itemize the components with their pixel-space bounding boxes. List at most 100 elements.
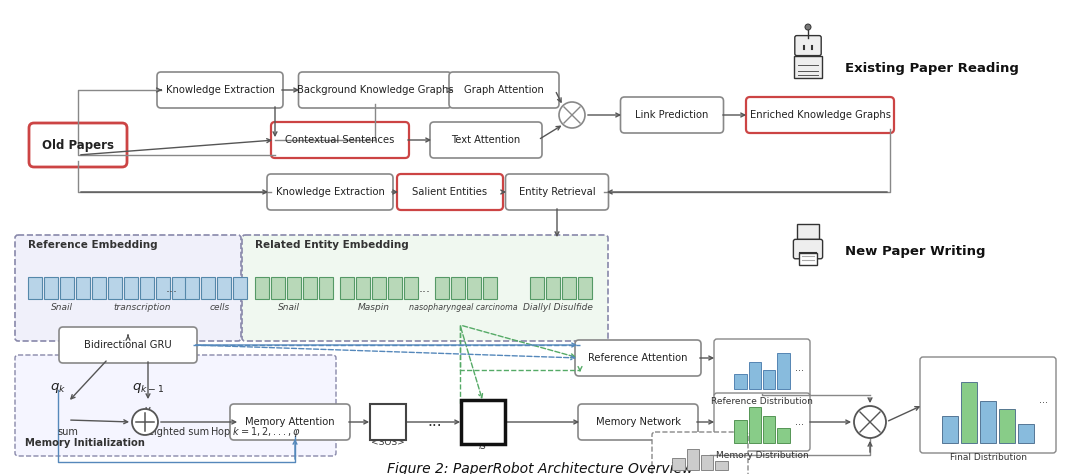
Text: Maspin: Maspin — [357, 303, 390, 312]
Text: Snail: Snail — [278, 303, 300, 312]
Text: Memory Network: Memory Network — [595, 417, 680, 427]
FancyBboxPatch shape — [621, 97, 724, 133]
Bar — [201, 277, 215, 299]
Text: Final Distribution: Final Distribution — [949, 453, 1026, 462]
Text: Memory Initialization: Memory Initialization — [25, 438, 145, 448]
Bar — [762, 370, 775, 389]
FancyBboxPatch shape — [430, 122, 542, 158]
Bar — [778, 428, 789, 443]
FancyBboxPatch shape — [578, 404, 698, 440]
Bar — [701, 455, 714, 470]
Bar — [734, 420, 746, 443]
Text: transcription: transcription — [113, 303, 171, 312]
Bar — [140, 277, 154, 299]
Bar — [530, 277, 544, 299]
FancyBboxPatch shape — [575, 340, 701, 376]
FancyBboxPatch shape — [59, 327, 197, 363]
Circle shape — [805, 24, 811, 30]
Text: Text Attention: Text Attention — [451, 135, 521, 145]
Bar — [546, 277, 561, 299]
FancyBboxPatch shape — [15, 235, 241, 341]
Bar — [778, 353, 789, 389]
Text: Enriched Knowledge Graphs: Enriched Knowledge Graphs — [750, 110, 891, 120]
FancyBboxPatch shape — [461, 400, 505, 444]
FancyBboxPatch shape — [714, 339, 810, 397]
FancyBboxPatch shape — [29, 123, 127, 167]
Bar — [185, 277, 199, 299]
Text: Memory Distribution: Memory Distribution — [716, 451, 808, 460]
FancyBboxPatch shape — [714, 393, 810, 451]
Text: Graph Attention: Graph Attention — [464, 85, 544, 95]
Bar — [1018, 424, 1034, 443]
FancyBboxPatch shape — [794, 239, 823, 259]
Bar — [271, 277, 285, 299]
Text: Reference Distribution: Reference Distribution — [711, 397, 813, 406]
Bar — [961, 382, 977, 443]
Text: Knowledge Extraction: Knowledge Extraction — [165, 85, 274, 95]
FancyBboxPatch shape — [920, 357, 1056, 453]
Text: $q_k$: $q_k$ — [50, 381, 66, 395]
Bar — [762, 416, 775, 443]
Text: nasopharyngeal carcinoma: nasopharyngeal carcinoma — [408, 303, 517, 312]
Text: cells: cells — [210, 303, 230, 312]
Text: <SOS>: <SOS> — [372, 438, 405, 447]
Text: New Paper Writing: New Paper Writing — [845, 246, 986, 258]
Bar — [942, 416, 958, 443]
Bar — [672, 458, 685, 470]
Bar — [451, 277, 465, 299]
Bar — [319, 277, 333, 299]
Text: Background Knowledge Graphs: Background Knowledge Graphs — [297, 85, 454, 95]
Bar — [124, 277, 138, 299]
Text: Bidirectional GRU: Bidirectional GRU — [84, 340, 172, 350]
Bar — [980, 401, 996, 443]
Bar — [748, 362, 761, 389]
Bar — [76, 277, 90, 299]
Bar — [687, 449, 699, 470]
Text: Reference Embedding: Reference Embedding — [28, 240, 158, 250]
Bar — [435, 277, 449, 299]
FancyBboxPatch shape — [505, 174, 608, 210]
Text: ...: ... — [166, 282, 178, 294]
Bar — [734, 374, 746, 389]
Text: ...: ... — [1039, 395, 1048, 405]
FancyBboxPatch shape — [370, 404, 406, 440]
FancyBboxPatch shape — [230, 404, 350, 440]
Circle shape — [559, 102, 585, 128]
Text: Old Papers: Old Papers — [42, 138, 114, 152]
Text: Entity Retrieval: Entity Retrieval — [518, 187, 595, 197]
Text: weighted sum: weighted sum — [140, 427, 210, 437]
Text: Link Prediction: Link Prediction — [635, 110, 708, 120]
Text: sum: sum — [57, 427, 79, 437]
Text: Contextual Sentences: Contextual Sentences — [285, 135, 394, 145]
Bar — [578, 277, 592, 299]
FancyBboxPatch shape — [797, 224, 819, 239]
FancyBboxPatch shape — [746, 97, 894, 133]
Text: ...: ... — [795, 363, 804, 373]
Bar — [156, 277, 170, 299]
Text: Diallyl Disulfide: Diallyl Disulfide — [523, 303, 593, 312]
Circle shape — [132, 409, 158, 435]
Bar — [388, 277, 402, 299]
Bar — [356, 277, 370, 299]
Text: Salient Entities: Salient Entities — [413, 187, 487, 197]
Bar — [44, 277, 58, 299]
FancyBboxPatch shape — [157, 72, 283, 108]
Bar — [303, 277, 318, 299]
Bar — [748, 407, 761, 443]
Text: Figure 2: PaperRobot Architecture Overview: Figure 2: PaperRobot Architecture Overvi… — [387, 462, 693, 474]
FancyBboxPatch shape — [271, 122, 409, 158]
Bar — [340, 277, 354, 299]
Text: Related Entity Embedding: Related Entity Embedding — [255, 240, 408, 250]
Text: ...: ... — [428, 414, 443, 429]
Bar — [28, 277, 42, 299]
Bar — [60, 277, 75, 299]
Bar — [562, 277, 576, 299]
FancyBboxPatch shape — [449, 72, 559, 108]
FancyBboxPatch shape — [267, 174, 393, 210]
Bar — [233, 277, 247, 299]
FancyBboxPatch shape — [397, 174, 503, 210]
FancyBboxPatch shape — [15, 355, 336, 456]
Text: Snail: Snail — [51, 303, 73, 312]
Bar — [172, 277, 186, 299]
Bar — [287, 277, 301, 299]
